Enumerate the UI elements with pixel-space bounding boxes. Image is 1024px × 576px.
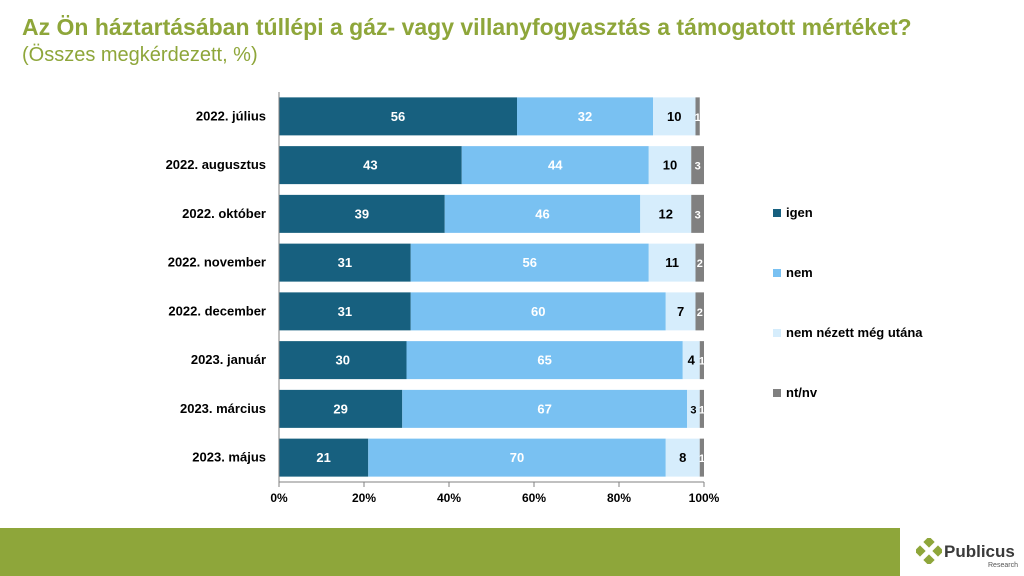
bar-segment-0 (279, 341, 407, 380)
bar-segment-0 (279, 97, 517, 136)
data-label: 8 (679, 450, 686, 465)
data-label: 46 (535, 206, 549, 221)
legend-label: nem (786, 265, 813, 280)
chart-subtitle: (Összes megkérdezett, %) (22, 44, 258, 66)
category-label: 2022. október (182, 206, 266, 221)
data-label: 11 (665, 255, 679, 270)
legend-label: nem nézett még utána (786, 325, 923, 340)
x-tick-label: 20% (352, 491, 376, 505)
bar-segment-1 (368, 438, 666, 477)
legend-label: igen (786, 205, 813, 220)
bar-segment-0 (279, 438, 369, 477)
data-label: 21 (316, 450, 330, 465)
bar-segment-3 (691, 194, 704, 233)
data-label: 4 (688, 353, 696, 368)
data-label: 29 (333, 401, 347, 416)
bar-segment-2 (687, 389, 700, 428)
category-label: 2023. május (192, 450, 266, 465)
data-label: 1 (699, 356, 705, 368)
legend-swatch (773, 209, 781, 217)
bar-segment-2 (640, 194, 692, 233)
x-tick-label: 80% (607, 491, 631, 505)
data-label: 70 (510, 450, 524, 465)
bar-segment-1 (517, 97, 653, 136)
legend-swatch (773, 329, 781, 337)
data-label: 7 (677, 304, 684, 319)
bar-segment-2 (665, 292, 696, 331)
bar-segment-3 (691, 146, 704, 185)
data-label: 3 (695, 161, 701, 173)
category-label: 2023. január (191, 352, 266, 367)
data-label: 44 (548, 158, 563, 173)
x-tick-label: 0% (270, 491, 288, 505)
x-tick-label: 60% (522, 491, 546, 505)
data-label: 10 (667, 109, 681, 124)
category-label: 2022. december (168, 303, 266, 318)
bar-segment-3 (695, 292, 704, 331)
data-label: 67 (537, 401, 551, 416)
bar-segment-3 (699, 389, 704, 428)
data-label: 31 (338, 255, 352, 270)
bar-segment-3 (699, 341, 704, 380)
data-label: 3 (695, 209, 701, 221)
data-label: 10 (663, 158, 677, 173)
data-label: 30 (336, 353, 350, 368)
footer-bar (0, 528, 1024, 576)
bar-segment-1 (410, 243, 649, 282)
data-label: 43 (363, 158, 377, 173)
x-tick-label: 40% (437, 491, 461, 505)
bar-segment-3 (699, 438, 704, 477)
bar-segment-3 (695, 243, 704, 282)
data-label: 65 (537, 353, 551, 368)
logo-text: Publicus (944, 542, 1015, 561)
bar-segment-1 (410, 292, 666, 331)
data-label: 1 (699, 404, 705, 416)
chart-title: Az Ön háztartásában túllépi a gáz- vagy … (22, 14, 912, 40)
bar-segment-2 (682, 341, 700, 380)
data-label: 3 (690, 404, 696, 416)
data-label: 1 (695, 112, 701, 124)
legend-swatch (773, 389, 781, 397)
bar-segment-0 (279, 146, 462, 185)
bar-segment-1 (444, 194, 641, 233)
x-tick-label: 100% (689, 491, 720, 505)
logo-subtext: Research (988, 562, 1018, 569)
category-label: 2023. március (180, 401, 266, 416)
category-label: 2022. augusztus (166, 157, 266, 172)
data-label: 39 (355, 206, 369, 221)
data-label: 12 (659, 206, 673, 221)
publicus-logo-icon (916, 538, 942, 564)
legend-swatch (773, 269, 781, 277)
legend-label: nt/nv (786, 385, 818, 400)
bar-segment-3 (695, 97, 700, 136)
category-label: 2022. július (196, 108, 266, 123)
data-label: 56 (391, 109, 405, 124)
bar-segment-0 (279, 243, 411, 282)
bar-segment-1 (402, 389, 687, 428)
bar-segment-1 (461, 146, 649, 185)
bar-segment-2 (648, 243, 696, 282)
bar-segment-1 (406, 341, 683, 380)
data-label: 2 (697, 307, 703, 319)
data-label: 32 (578, 109, 592, 124)
bar-segment-2 (665, 438, 700, 477)
bar-segment-2 (653, 97, 696, 136)
bar-segment-0 (279, 194, 445, 233)
data-label: 60 (531, 304, 545, 319)
category-label: 2022. november (168, 255, 266, 270)
data-label: 56 (523, 255, 537, 270)
bar-segment-0 (279, 389, 403, 428)
bar-segment-0 (279, 292, 411, 331)
data-label: 2 (697, 258, 703, 270)
data-label: 1 (699, 453, 705, 465)
data-label: 31 (338, 304, 352, 319)
bar-segment-2 (648, 146, 692, 185)
